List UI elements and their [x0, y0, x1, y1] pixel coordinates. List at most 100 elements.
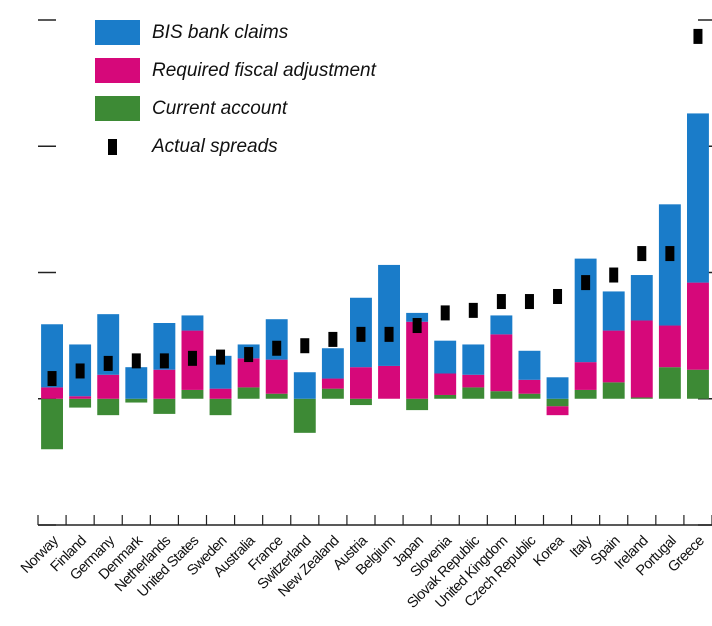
- spread-marker: [693, 28, 703, 44]
- bar-segment: [602, 382, 625, 399]
- bar-segment: [378, 264, 400, 366]
- bar-segment: [490, 315, 513, 335]
- bar-segment: [630, 320, 653, 398]
- bar-segment: [69, 396, 92, 399]
- bar-segment: [97, 314, 120, 375]
- bar-segment: [630, 397, 653, 399]
- x-tick-label: Korea: [531, 532, 569, 570]
- legend-label: BIS bank claims: [152, 22, 289, 43]
- bar-segment: [687, 113, 709, 283]
- bar-segment: [265, 319, 288, 360]
- bar-segment: [406, 398, 429, 411]
- bar-segment: [293, 398, 316, 433]
- bar-segment: [434, 373, 457, 395]
- bar-segment: [658, 367, 681, 399]
- bar-segment: [658, 204, 681, 326]
- bar-segment: [181, 389, 204, 399]
- bar-segment: [518, 379, 541, 394]
- bar-segment: [687, 369, 709, 399]
- bar-segment: [265, 393, 288, 399]
- bar-segment: [378, 365, 400, 399]
- legend-swatch: [95, 58, 140, 83]
- bar-segment: [406, 321, 429, 399]
- bar-segment: [97, 398, 120, 416]
- bar-segment: [237, 387, 260, 399]
- bar-segment: [69, 398, 92, 408]
- legend-swatch: [95, 20, 140, 45]
- bar-segment: [630, 275, 653, 321]
- spread-marker: [412, 318, 422, 334]
- bar-segment: [462, 374, 485, 388]
- bar-segment: [97, 374, 120, 399]
- bar-segment: [350, 367, 372, 399]
- bar-segment: [490, 334, 513, 392]
- bar-segment: [574, 389, 597, 399]
- bar-segment: [462, 344, 485, 375]
- bar-segment: [209, 388, 232, 399]
- bar-segment: [574, 362, 597, 390]
- bar-segment: [602, 330, 625, 383]
- legend-label: Current account: [152, 98, 288, 119]
- legend-label: Required fiscal adjustment: [152, 60, 377, 81]
- legend-swatch: [95, 96, 140, 121]
- bar-segment: [546, 377, 569, 399]
- spread-marker: [216, 349, 226, 365]
- bar-segment: [546, 406, 569, 416]
- bar-segment: [41, 398, 63, 450]
- spread-marker: [47, 371, 57, 387]
- bar-segment: [321, 388, 344, 399]
- spread-marker: [440, 305, 450, 321]
- bar-segment: [658, 325, 681, 368]
- bar-segment: [265, 359, 288, 394]
- spread-marker: [609, 267, 619, 283]
- spread-marker: [300, 338, 310, 354]
- bar-segment: [406, 312, 429, 322]
- legend-label: Actual spreads: [151, 136, 278, 157]
- spread-marker: [553, 288, 563, 304]
- bar-segment: [125, 398, 148, 403]
- bar-segment: [153, 369, 176, 399]
- bar-segment: [687, 282, 709, 370]
- bar-segment: [490, 391, 513, 399]
- bar-segment: [209, 355, 232, 389]
- bar-segment: [41, 324, 63, 388]
- spread-marker: [665, 246, 675, 262]
- spread-marker: [75, 363, 85, 379]
- bar-segment: [321, 378, 344, 389]
- spread-marker: [356, 326, 366, 342]
- spread-marker: [131, 353, 141, 369]
- bar-segment: [434, 340, 457, 374]
- bar-segment: [321, 348, 344, 379]
- bar-segment: [518, 393, 541, 399]
- legend-swatch: [108, 139, 117, 155]
- spread-marker: [244, 347, 254, 363]
- spread-marker: [637, 246, 647, 262]
- bar-segment: [602, 291, 625, 331]
- spread-marker: [524, 294, 534, 310]
- spread-marker: [496, 294, 506, 310]
- bar-segment: [125, 367, 148, 399]
- spread-marker: [103, 355, 113, 371]
- spread-marker: [272, 340, 282, 356]
- bar-segment: [462, 387, 485, 399]
- spread-marker: [328, 331, 338, 347]
- bar-segment: [153, 323, 176, 370]
- bar-segment: [293, 372, 316, 399]
- spread-marker: [581, 275, 591, 291]
- bar-segment: [153, 398, 176, 414]
- bar-segment: [41, 387, 63, 399]
- spread-marker: [187, 350, 197, 366]
- spread-marker: [159, 353, 169, 369]
- bar-segment: [237, 358, 260, 388]
- bar-segment: [209, 398, 232, 416]
- bar-segment: [350, 398, 372, 406]
- bar-segment: [518, 350, 541, 380]
- bar-segment: [181, 315, 204, 331]
- bar-segment: [546, 398, 569, 407]
- bar-segment: [574, 258, 597, 363]
- spread-marker: [468, 302, 478, 318]
- spread-marker: [384, 326, 394, 342]
- bar-segment: [434, 394, 457, 399]
